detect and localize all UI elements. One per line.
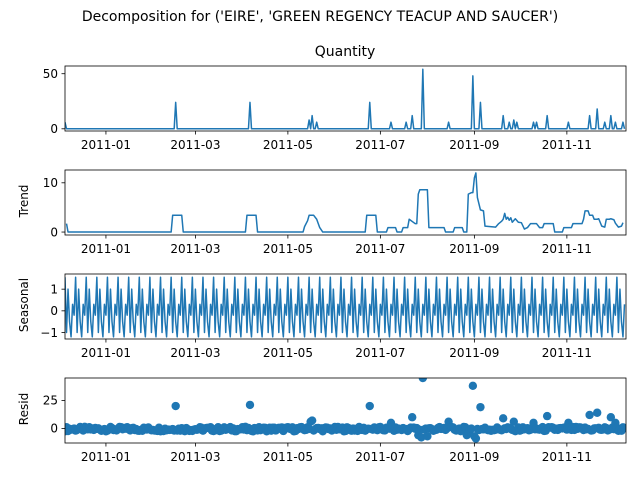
observed-xtick-label: 2011-05 [263, 138, 313, 152]
figure-title: Decomposition for ('EIRE', 'GREEN REGENC… [82, 9, 558, 25]
seasonal-xtick-label: 2011-09 [449, 346, 499, 360]
resid-xtick-label: 2011-07 [355, 450, 405, 464]
resid-xtick-label: 2011-05 [263, 450, 313, 464]
observed-panel: Quantity 0 50 2011-01 2011-03 2011-05 2011-07… [43, 44, 627, 152]
resid-ytick-label: 25 [43, 394, 58, 408]
trend-xtick-label: 2011-03 [170, 242, 220, 256]
resid-point [542, 411, 552, 421]
observed-data [65, 68, 626, 130]
resid-point [423, 432, 432, 441]
resid-point [467, 424, 476, 433]
seasonal-xtick-label: 2011-03 [170, 346, 220, 360]
resid-point [471, 434, 481, 443]
trend-xtick-label: 2011-11 [542, 242, 592, 256]
observed-panel-title: Quantity [315, 44, 376, 60]
resid-ytick-label: 0 [50, 422, 58, 436]
trend-ylabel: Trend [17, 185, 31, 219]
resid-point [498, 414, 508, 423]
resid-point [585, 410, 594, 420]
seasonal-data [65, 276, 626, 338]
resid-xtick-label: 2011-01 [81, 450, 131, 464]
resid-point [468, 381, 478, 391]
observed-ytick-label: 0 [50, 122, 58, 136]
seasonal-ylabel: Seasonal [17, 278, 31, 332]
trend-xtick-label: 2011-07 [355, 242, 405, 256]
resid-point [418, 378, 428, 383]
observed-axes-frame [64, 65, 627, 132]
resid-xtick-label: 2011-09 [449, 450, 499, 464]
observed-series-line [65, 68, 626, 130]
trend-ytick-label: 0 [50, 225, 58, 239]
seasonal-ytick-label: 1 [50, 282, 58, 296]
seasonal-ytick-label: 0 [50, 304, 58, 318]
resid-point [476, 402, 485, 412]
trend-xtick-label: 2011-09 [449, 242, 499, 256]
observed-xtick-label: 2011-01 [81, 138, 131, 152]
trend-series-line [65, 172, 624, 233]
trend-panel: Trend 0 10 2011-01 2011-03 2011-05 2011-07 201… [17, 169, 627, 256]
seasonal-panel: Seasonal −1 0 1 2011-01 2011-03 2011-05 2011-0… [17, 273, 627, 360]
resid-point [592, 408, 602, 417]
resid-point [606, 413, 616, 422]
resid-point [509, 417, 518, 426]
resid-point [245, 400, 255, 410]
resid-point [171, 401, 180, 411]
observed-ytick-label: 50 [43, 67, 58, 81]
resid-data [65, 378, 626, 443]
resid-xtick-label: 2011-11 [542, 450, 592, 464]
seasonal-xtick-label: 2011-07 [355, 346, 405, 360]
seasonal-xtick-label: 2011-01 [81, 346, 131, 360]
resid-axes-frame [64, 377, 627, 444]
resid-panel: Resid 0 25 2011-01 2011-03 2011-05 2011-07 201… [17, 377, 627, 464]
observed-xtick-label: 2011-11 [542, 138, 592, 152]
trend-ytick-label: 10 [43, 176, 58, 190]
resid-point [307, 416, 317, 425]
resid-point [365, 401, 374, 411]
trend-data [65, 172, 624, 233]
observed-xtick-label: 2011-07 [355, 138, 405, 152]
seasonal-xtick-label: 2011-11 [542, 346, 592, 360]
resid-point [620, 423, 626, 433]
seasonal-series-line [65, 276, 626, 338]
seasonal-xtick-label: 2011-05 [263, 346, 313, 360]
resid-point [408, 413, 417, 422]
trend-axes-frame [64, 169, 627, 236]
seasonal-axes-frame [64, 273, 627, 340]
trend-xtick-label: 2011-05 [263, 242, 313, 256]
resid-xtick-label: 2011-03 [170, 450, 220, 464]
observed-xtick-label: 2011-03 [170, 138, 220, 152]
observed-xtick-label: 2011-09 [449, 138, 499, 152]
resid-ylabel: Resid [17, 393, 31, 425]
trend-xtick-label: 2011-01 [81, 242, 131, 256]
seasonal-ytick-label: −1 [40, 326, 58, 340]
